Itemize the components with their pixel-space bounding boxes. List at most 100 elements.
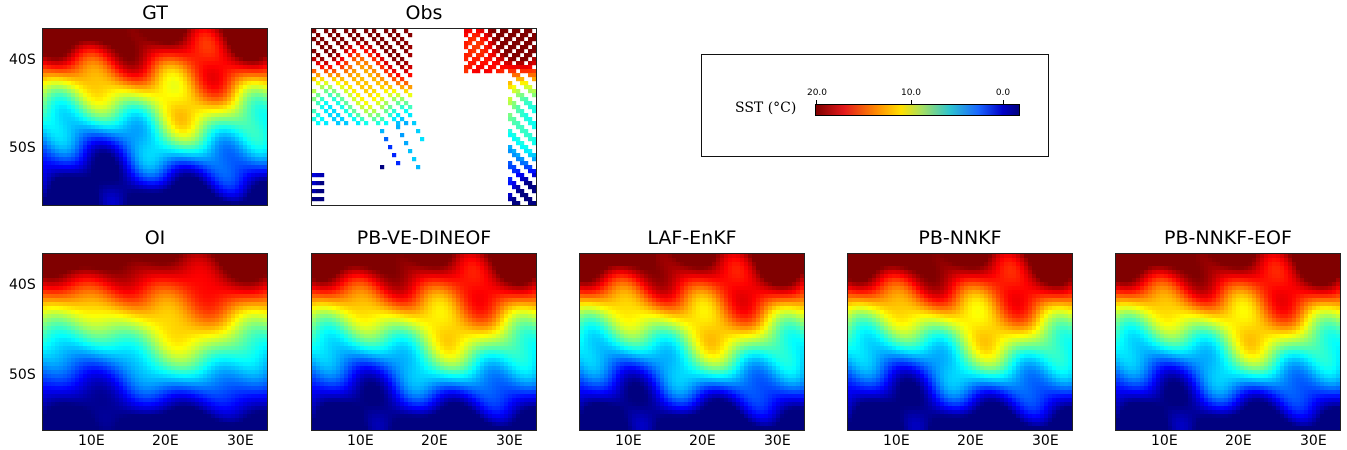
sst-cell: [51, 137, 56, 142]
sst-cell: [251, 258, 256, 263]
sst-cell: [103, 125, 108, 130]
sst-cell: [348, 53, 353, 58]
sst-cell: [251, 149, 256, 154]
sst-cell: [259, 318, 264, 323]
sst-cell: [163, 133, 168, 138]
sst-cell: [127, 185, 132, 190]
sst-cell: [111, 149, 116, 154]
sst-cell: [183, 117, 188, 122]
sst-cell: [159, 69, 164, 74]
sst-cell: [123, 93, 128, 98]
sst-cell: [215, 378, 220, 383]
sst-cell: [147, 113, 152, 118]
sst-cell: [239, 97, 244, 102]
sst-cell: [215, 169, 220, 174]
sst-cell: [135, 173, 140, 178]
sst-cell: [111, 133, 116, 138]
sst-cell: [227, 197, 232, 202]
sst-cell: [87, 153, 92, 158]
sst-cell: [67, 109, 72, 114]
sst-cell: [91, 141, 96, 146]
sst-cell: [183, 378, 188, 383]
sst-cell: [259, 105, 264, 110]
sst-cell: [187, 326, 192, 331]
sst-cell: [259, 81, 264, 86]
sst-cell: [215, 390, 220, 395]
sst-cell: [135, 286, 140, 291]
sst-cell: [79, 189, 84, 194]
sst-cell: [171, 113, 176, 118]
sst-cell: [320, 173, 325, 178]
sst-cell: [520, 161, 525, 166]
sst-cell: [67, 358, 72, 363]
sst-cell: [203, 358, 208, 363]
sst-cell: [55, 382, 60, 387]
sst-cell: [103, 53, 108, 58]
sst-cell: [43, 121, 48, 126]
sst-cell: [115, 97, 120, 102]
sst-cell: [207, 366, 212, 371]
sst-cell: [408, 113, 413, 118]
sst-cell: [59, 101, 64, 106]
sst-cell: [223, 125, 228, 130]
sst-cell: [312, 89, 317, 94]
sst-cell: [464, 69, 469, 74]
sst-cell: [211, 370, 216, 375]
sst-cell: [83, 173, 88, 178]
sst-cell: [255, 386, 260, 391]
sst-cell: [179, 129, 184, 134]
sst-cell: [47, 394, 52, 399]
sst-cell: [251, 306, 256, 311]
sst-cell: [328, 73, 333, 78]
sst-cell: [211, 290, 216, 295]
sst-cell: [528, 29, 533, 34]
sst-cell: [115, 133, 120, 138]
sst-cell: [139, 270, 144, 275]
sst-cell: [235, 290, 240, 295]
sst-cell: [55, 326, 60, 331]
sst-cell: [227, 201, 232, 205]
sst-cell: [95, 314, 100, 319]
sst-cell: [364, 109, 369, 114]
sst-cell: [171, 177, 176, 182]
sst-cell: [115, 282, 120, 287]
sst-cell: [147, 181, 152, 186]
sst-cell: [199, 61, 204, 66]
sst-cell: [191, 197, 196, 202]
sst-cell: [356, 53, 361, 58]
sst-cell: [532, 105, 536, 110]
sst-cell: [259, 53, 264, 58]
sst-cell: [167, 49, 172, 54]
sst-cell: [195, 133, 200, 138]
sst-cell: [211, 41, 216, 46]
sst-cell: [211, 294, 216, 299]
sst-cell: [231, 278, 236, 283]
sst-cell: [488, 29, 493, 34]
sst-cell: [255, 161, 260, 166]
sst-cell: [520, 177, 525, 182]
sst-cell: [219, 322, 224, 327]
sst-cell: [227, 141, 232, 146]
sst-cell: [167, 121, 172, 126]
sst-cell: [247, 121, 252, 126]
sst-cell: [199, 33, 204, 38]
sst-cell: [95, 322, 100, 327]
sst-cell: [384, 69, 389, 74]
sst-cell: [263, 181, 267, 186]
sst-cell: [219, 306, 224, 311]
sst-cell: [183, 129, 188, 134]
sst-cell: [151, 254, 156, 259]
sst-cell: [159, 306, 164, 311]
sst-cell: [163, 334, 168, 339]
sst-cell: [131, 258, 136, 263]
sst-cell: [51, 105, 56, 110]
sst-cell: [63, 290, 68, 295]
sst-cell: [83, 342, 88, 347]
sst-cell: [215, 77, 220, 82]
sst-cell: [484, 45, 489, 50]
sst-cell: [107, 310, 112, 315]
sst-cell: [55, 350, 60, 355]
sst-cell: [171, 149, 176, 154]
sst-cell: [115, 169, 120, 174]
sst-cell: [508, 145, 513, 150]
